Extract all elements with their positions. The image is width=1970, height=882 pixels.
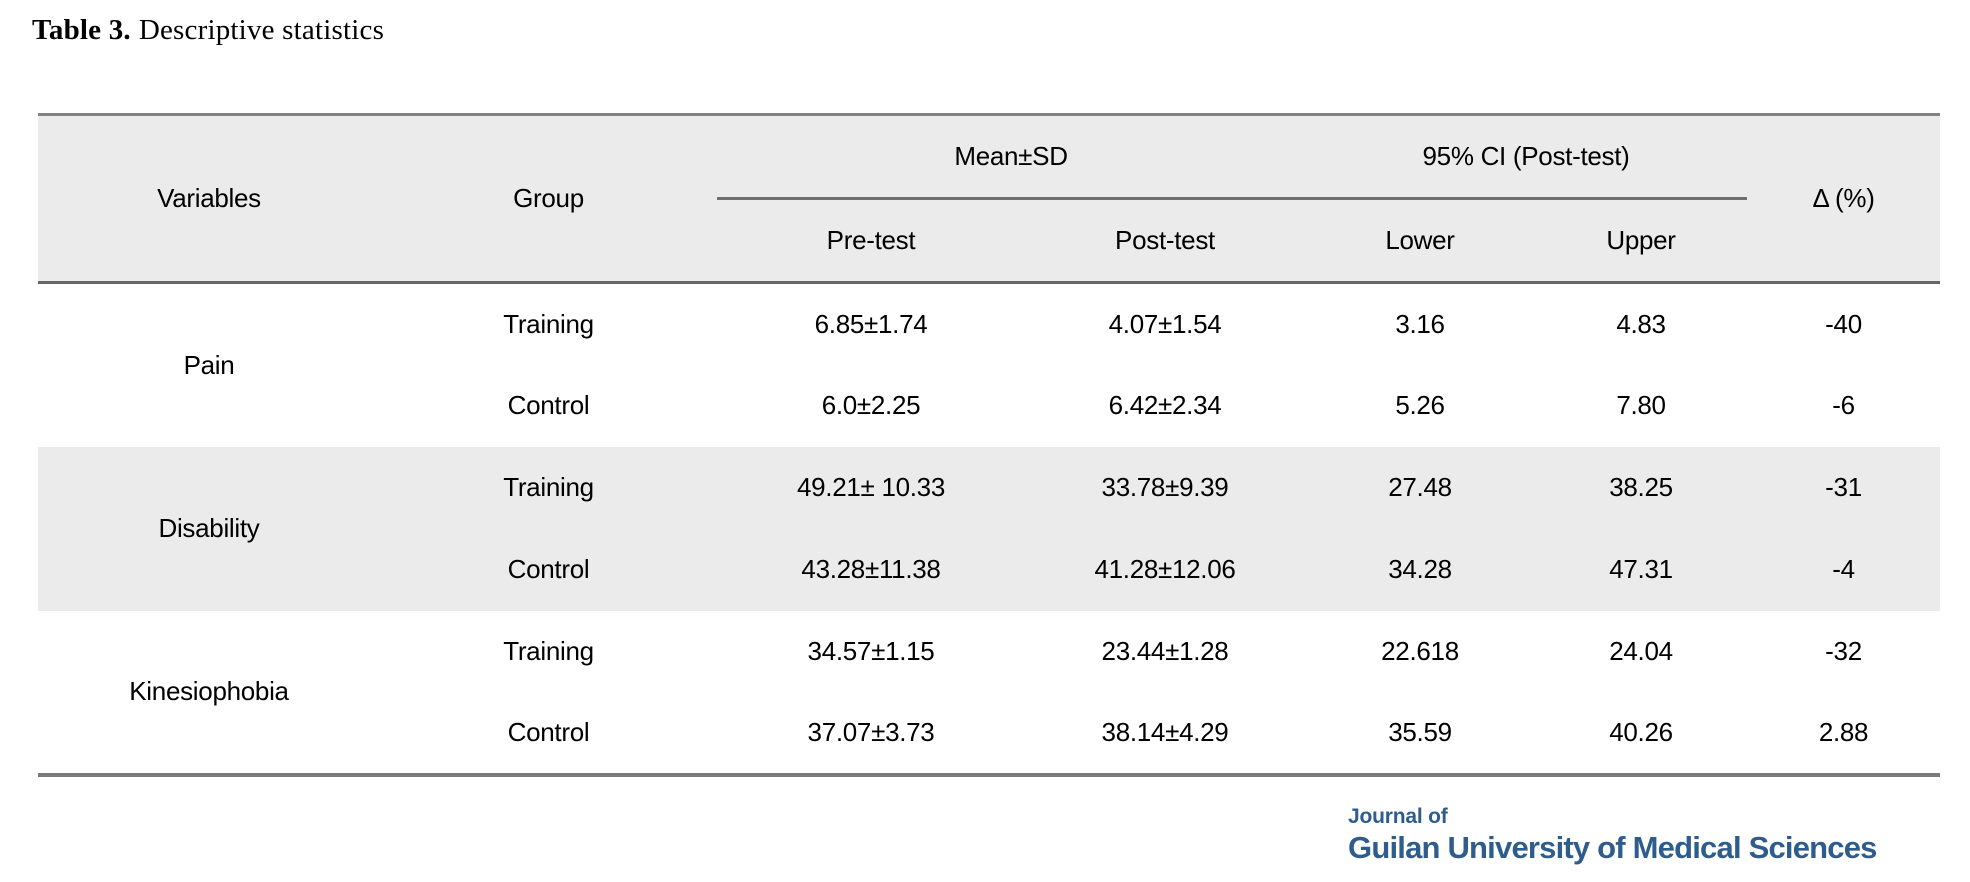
ci-upper-cell: 24.04 xyxy=(1535,610,1748,693)
ci-upper-cell: 7.80 xyxy=(1535,364,1748,447)
col-header-ci: 95% CI (Post-test) xyxy=(1305,114,1748,200)
descriptive-statistics-table: Variables Group Mean±SD 95% CI (Post-tes… xyxy=(38,113,1941,777)
delta-cell: -31 xyxy=(1747,446,1941,529)
table-caption-text: Descriptive statistics xyxy=(138,14,385,46)
delta-cell: -32 xyxy=(1747,610,1941,693)
header-row-top: Variables Group Mean±SD 95% CI (Post-tes… xyxy=(38,114,1941,284)
col-header-post-test: Post-test xyxy=(1025,198,1306,284)
delta-cell: -40 xyxy=(1747,282,1941,365)
variable-cell-pain: Pain xyxy=(38,282,380,447)
col-header-lower: Lower xyxy=(1305,198,1536,284)
table-row: Disability Training 49.21± 10.33 33.78±9… xyxy=(38,446,1941,611)
post-test-cell: 4.07±1.54 xyxy=(1025,282,1306,365)
post-test-cell: 6.42±2.34 xyxy=(1025,364,1306,447)
delta-cell: -4 xyxy=(1747,528,1941,611)
variable-cell-kinesiophobia: Kinesiophobia xyxy=(38,610,380,775)
header-row-sub: Pre-test Post-test Lower Upper xyxy=(38,198,1940,284)
delta-cell: -6 xyxy=(1747,364,1941,447)
col-header-mean-sd: Mean±SD xyxy=(717,114,1306,200)
col-header-upper: Upper xyxy=(1535,198,1748,284)
journal-logo-line2: Guilan University of Medical Sciences xyxy=(1348,830,1877,865)
ci-upper-cell: 38.25 xyxy=(1535,446,1748,529)
ci-lower-cell: 5.26 xyxy=(1305,364,1536,447)
pre-test-cell: 37.07±3.73 xyxy=(717,692,1025,775)
table-row: Control 37.07±3.73 38.14±4.29 35.59 40.2… xyxy=(38,692,1941,775)
post-test-cell: 38.14±4.29 xyxy=(1025,692,1306,775)
table-row: Control 6.0±2.25 6.42±2.34 5.26 7.80 -6 xyxy=(38,364,1941,447)
pre-test-cell: 34.57±1.15 xyxy=(717,610,1025,693)
group-cell: Training xyxy=(380,282,717,365)
ci-lower-cell: 34.28 xyxy=(1305,528,1536,611)
col-header-variables: Variables xyxy=(38,114,380,284)
col-header-group: Group xyxy=(380,114,717,284)
ci-upper-cell: 4.83 xyxy=(1535,282,1748,365)
ci-lower-cell: 3.16 xyxy=(1305,282,1536,365)
ci-lower-cell: 35.59 xyxy=(1305,692,1536,775)
pre-test-cell: 49.21± 10.33 xyxy=(717,446,1025,529)
ci-lower-cell: 27.48 xyxy=(1305,446,1536,529)
table-row: Kinesiophobia Training 34.57±1.15 23.44±… xyxy=(38,610,1941,775)
col-header-pre-test: Pre-test xyxy=(717,198,1025,284)
delta-cell: 2.88 xyxy=(1747,692,1941,775)
pre-test-cell: 6.85±1.74 xyxy=(717,282,1025,365)
pre-test-cell: 43.28±11.38 xyxy=(717,528,1025,611)
journal-logo-line1: Journal of xyxy=(1348,805,1448,828)
group-cell: Training xyxy=(380,610,717,693)
post-test-cell: 41.28±12.06 xyxy=(1025,528,1306,611)
group-cell: Training xyxy=(380,446,717,529)
ci-lower-cell: 22.618 xyxy=(1305,610,1536,693)
post-test-cell: 23.44±1.28 xyxy=(1025,610,1306,693)
ci-upper-cell: 47.31 xyxy=(1535,528,1748,611)
variable-cell-disability: Disability xyxy=(38,446,380,611)
col-header-delta: Δ (%) xyxy=(1747,114,1941,284)
table-row: Pain Training 6.85±1.74 4.07±1.54 3.16 4… xyxy=(38,282,1941,447)
pre-test-cell: 6.0±2.25 xyxy=(717,364,1025,447)
post-test-cell: 33.78±9.39 xyxy=(1025,446,1306,529)
table-caption-label: Table 3. xyxy=(32,14,131,46)
table-row: Control 43.28±11.38 41.28±12.06 34.28 47… xyxy=(38,528,1941,611)
group-cell: Control xyxy=(380,692,717,775)
table-caption: Table 3. Descriptive statistics xyxy=(32,14,384,47)
journal-logo: Journal of Guilan University of Medical … xyxy=(1348,806,1877,863)
group-cell: Control xyxy=(380,528,717,611)
ci-upper-cell: 40.26 xyxy=(1535,692,1748,775)
group-cell: Control xyxy=(380,364,717,447)
